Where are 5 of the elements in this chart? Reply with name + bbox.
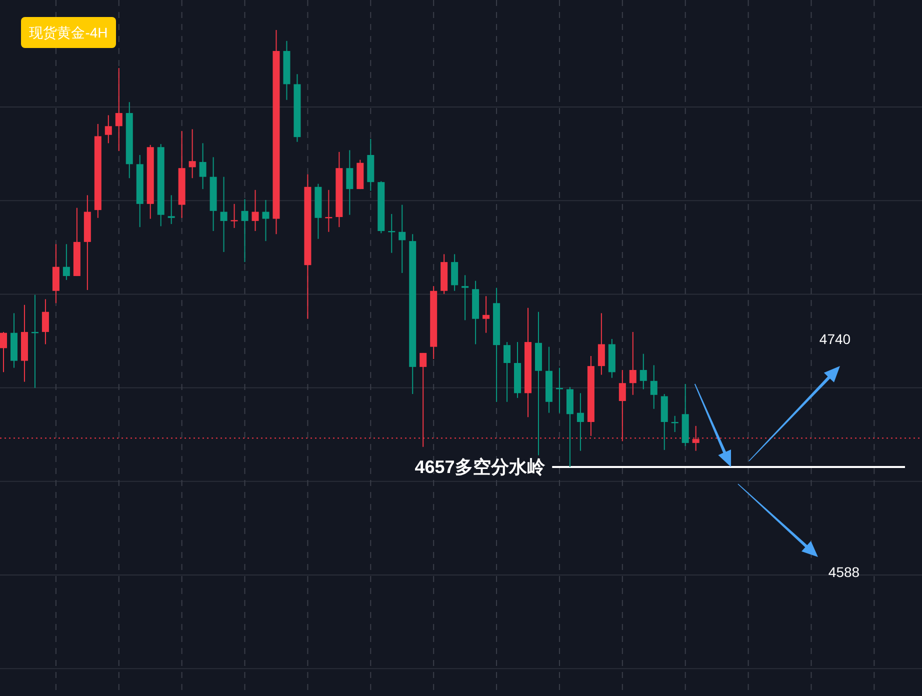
text: 4588	[828, 564, 860, 580]
title: 现货黄金-4H	[21, 17, 116, 48]
text: 4740	[819, 331, 851, 347]
ref-line-label: 4657多空分水岭	[414, 457, 546, 477]
chart-title: 现货黄金-4H	[29, 24, 108, 40]
